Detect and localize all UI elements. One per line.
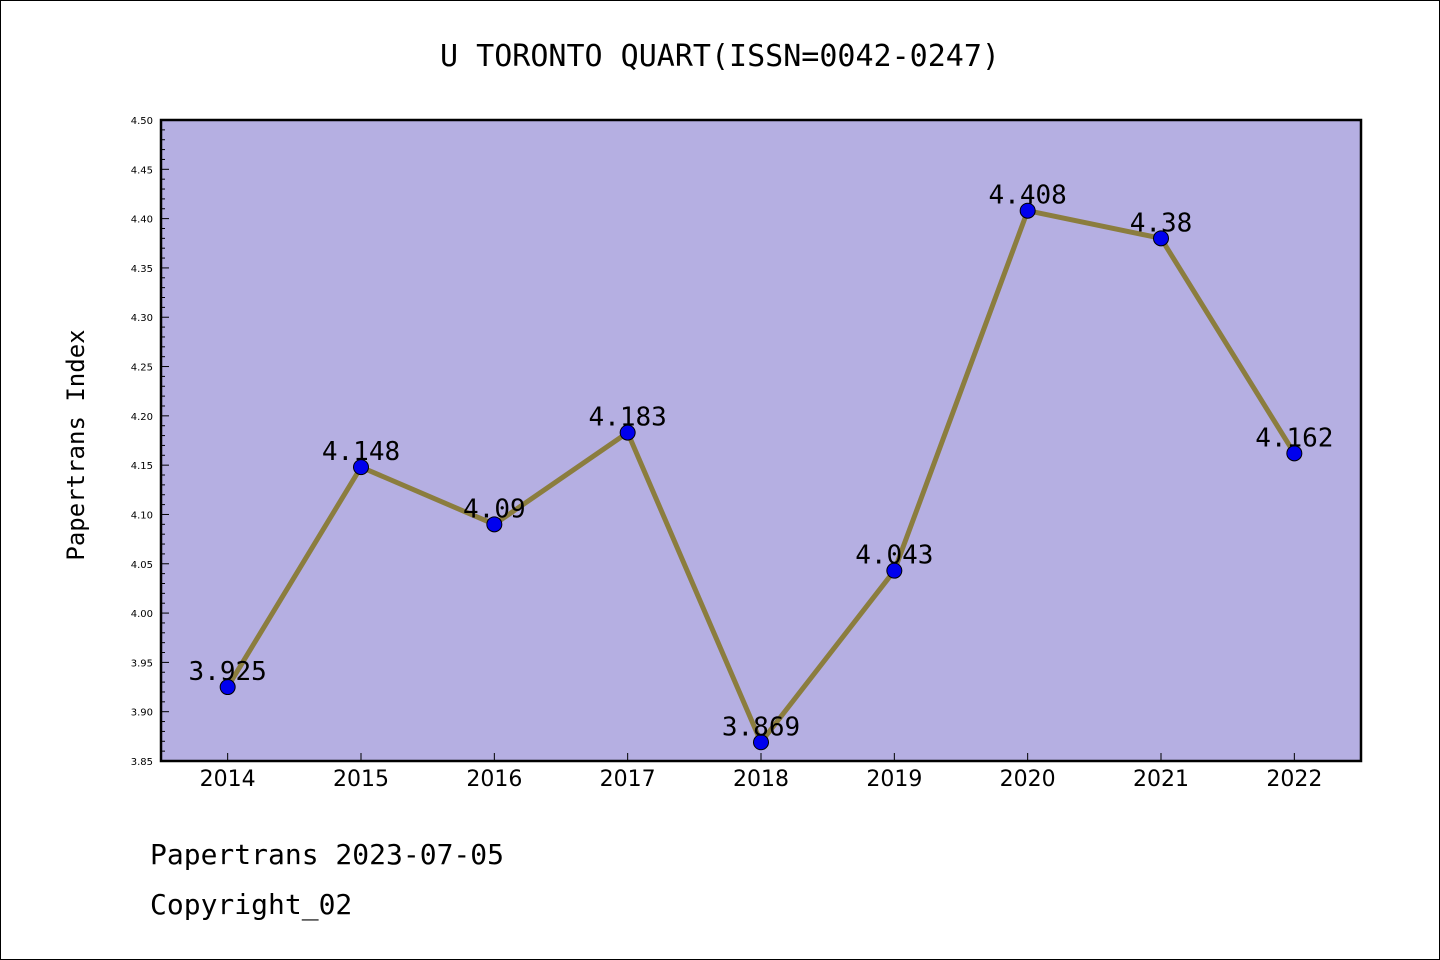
x-tick-label: 2021: [1133, 767, 1189, 792]
y-tick-label: 3.90: [131, 708, 153, 719]
data-point: [619, 424, 636, 441]
data-point: [1153, 230, 1169, 247]
data-point: [753, 734, 769, 751]
data-label: 4.408: [989, 181, 1067, 211]
data-label: 3.869: [722, 712, 800, 742]
x-tick-label: 2018: [733, 767, 789, 792]
chart-title: U TORONTO QUART(ISSN=0042-0247): [440, 39, 1000, 74]
x-axis: 2014 2015 2016 2017 2018 2019 2020 2021 2022: [200, 753, 1322, 792]
y-axis: 3.85 3.90 3.95 4.00 4.05 4.10 4.15 4.20 4.25 4.30…: [131, 116, 169, 768]
y-tick-label: 3.95: [131, 658, 153, 669]
y-tick-label: 4.30: [131, 313, 153, 324]
data-label: 4.162: [1255, 423, 1333, 453]
y-tick-label: 4.20: [131, 412, 153, 423]
data-point: [353, 459, 369, 476]
data-label: 3.925: [189, 657, 267, 687]
series-line-group: [219, 202, 1303, 751]
y-tick-label: 3.85: [131, 757, 153, 768]
data-label: 4.09: [463, 494, 526, 524]
x-tick-label: 2014: [200, 767, 256, 792]
footer-date: Papertrans 2023-07-05: [150, 838, 504, 871]
y-tick-label: 4.40: [131, 215, 153, 226]
x-tick-label: 2019: [866, 767, 922, 792]
y-tick-label: 4.45: [131, 165, 153, 176]
y-tick-label: 4.10: [131, 510, 153, 521]
data-point: [219, 679, 236, 696]
data-point: [1286, 445, 1303, 462]
data-labels: 3.925 4.148 4.09 4.183 3.869 4.043 4.408 4.38 4.…: [189, 181, 1334, 743]
y-tick-label: 4.25: [131, 363, 153, 374]
data-label: 4.38: [1130, 208, 1193, 238]
y-tick-label: 4.05: [131, 560, 153, 571]
data-label: 4.043: [855, 541, 933, 571]
x-tick-label: 2016: [466, 767, 522, 792]
data-point: [486, 516, 503, 533]
data-point: [886, 562, 903, 579]
data-label: 4.148: [322, 437, 400, 467]
x-tick-label: 2020: [1000, 767, 1056, 792]
y-tick-label: 4.15: [131, 461, 153, 472]
x-tick-label: 2017: [600, 767, 656, 792]
plot-area: [159, 118, 1363, 763]
y-tick-label: 4.35: [131, 264, 153, 275]
data-point: [1019, 202, 1036, 219]
footer-copyright: Copyright_02: [150, 888, 352, 922]
data-label: 4.183: [589, 403, 667, 433]
x-tick-label: 2022: [1266, 767, 1322, 792]
y-tick-label: 4.00: [131, 609, 153, 620]
x-tick-label: 2015: [333, 767, 389, 792]
y-axis-label: Papertrans Index: [62, 329, 90, 560]
y-tick-label: 4.50: [131, 116, 153, 127]
